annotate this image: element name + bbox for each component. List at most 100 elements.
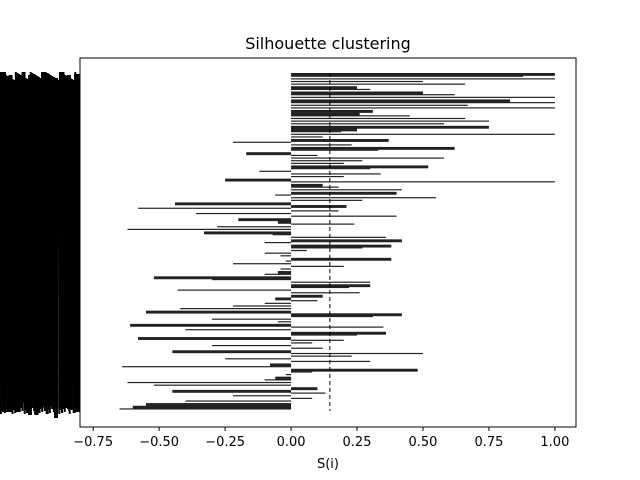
chart-title: Silhouette clustering xyxy=(245,34,411,53)
x-tick-label: −0.25 xyxy=(205,435,245,450)
silhouette-bar xyxy=(291,313,402,317)
silhouette-bar xyxy=(291,223,355,225)
y-tick-label-block xyxy=(34,78,39,415)
silhouette-bar xyxy=(291,197,437,199)
silhouette-bar xyxy=(291,91,423,95)
silhouette-bar xyxy=(291,183,323,187)
y-tick-label-stroke xyxy=(63,74,67,413)
silhouette-bar xyxy=(172,389,292,393)
silhouette-bar xyxy=(291,342,313,344)
silhouette-bar xyxy=(291,173,381,175)
silhouette-bar xyxy=(211,318,292,320)
silhouette-bar xyxy=(272,234,292,236)
silhouette-bar xyxy=(180,308,292,310)
silhouette-bar xyxy=(291,136,323,138)
silhouette-bar xyxy=(280,268,292,270)
silhouette-bar xyxy=(291,144,352,146)
silhouette-bar xyxy=(291,115,410,117)
y-tick-label-block xyxy=(41,72,45,406)
plot-frame xyxy=(79,57,577,428)
silhouette-bar xyxy=(275,297,292,301)
silhouette-bar xyxy=(275,376,292,380)
silhouette-bar xyxy=(130,323,292,327)
y-tick-label-stroke xyxy=(43,71,47,412)
silhouette-bar xyxy=(291,347,323,349)
silhouette-bar xyxy=(264,273,292,275)
silhouette-bar xyxy=(291,117,466,120)
silhouette-bar xyxy=(233,305,292,307)
silhouette-bar xyxy=(291,99,511,103)
silhouette-bar xyxy=(291,107,555,109)
silhouette-bar xyxy=(291,286,350,289)
silhouette-bar xyxy=(233,263,292,265)
silhouette-bar xyxy=(291,181,555,183)
silhouette-bar xyxy=(185,400,292,402)
silhouette-bar xyxy=(291,189,402,191)
silhouette-bar xyxy=(127,381,292,384)
silhouette-bar xyxy=(291,165,429,169)
y-tick-label-stroke xyxy=(58,71,62,411)
y-tick-label-block xyxy=(21,72,26,403)
silhouette-bar xyxy=(225,358,292,360)
silhouette-bar xyxy=(291,352,423,355)
silhouette-bar xyxy=(264,302,292,304)
silhouette-bar xyxy=(264,242,292,244)
silhouette-bar xyxy=(291,109,373,113)
silhouette-bar xyxy=(291,392,326,394)
silhouette-bar xyxy=(291,339,344,341)
silhouette-bar xyxy=(291,73,555,76)
y-tick-marks xyxy=(74,74,80,412)
silhouette-bar xyxy=(285,374,292,376)
silhouette-bar xyxy=(145,310,292,314)
silhouette-bar xyxy=(246,152,292,156)
silhouette-bar xyxy=(264,252,292,254)
silhouette-bar xyxy=(211,278,292,281)
silhouette-bar xyxy=(204,231,292,235)
silhouette-bar xyxy=(291,160,363,162)
silhouette-bar xyxy=(291,80,423,83)
y-tick-label-block xyxy=(60,72,65,409)
x-tick-label: 0.50 xyxy=(409,435,438,450)
y-tick-label-block xyxy=(28,75,32,415)
silhouette-bar xyxy=(225,178,292,182)
silhouette-bar xyxy=(275,194,292,196)
silhouette-bar xyxy=(132,405,292,409)
silhouette-bar xyxy=(291,86,358,90)
silhouette-bar xyxy=(127,228,292,230)
silhouette-bar xyxy=(211,344,292,347)
silhouette-bar xyxy=(291,104,468,106)
silhouette-bar xyxy=(217,226,292,228)
silhouette-bar xyxy=(291,149,379,151)
silhouette-bar xyxy=(291,154,318,157)
silhouette-bar xyxy=(233,141,292,143)
silhouette-bar xyxy=(291,146,455,150)
silhouette-bars xyxy=(119,73,555,410)
silhouette-bar xyxy=(153,276,292,280)
silhouette-bar xyxy=(291,205,347,208)
silhouette-bar xyxy=(291,78,555,80)
x-tick-label: −0.75 xyxy=(73,435,113,450)
x-tick-label: −0.50 xyxy=(139,435,179,450)
silhouette-bar xyxy=(291,120,489,122)
y-tick-label-block xyxy=(67,75,71,409)
silhouette-bar xyxy=(277,220,292,224)
silhouette-bar xyxy=(291,249,307,252)
silhouette-bar xyxy=(291,239,402,243)
silhouette-bar xyxy=(291,94,455,96)
silhouette-bar xyxy=(291,326,384,328)
silhouette-bar xyxy=(291,360,371,363)
silhouette-bar xyxy=(291,397,313,399)
silhouette-bar xyxy=(153,384,292,386)
silhouette-bar xyxy=(291,131,342,133)
silhouette-bar xyxy=(277,321,292,323)
silhouette-bar xyxy=(291,186,339,188)
silhouette-bar xyxy=(291,284,371,288)
silhouette-bar xyxy=(291,128,358,132)
silhouette-bar xyxy=(291,191,397,195)
x-axis-ticks: −0.75 −0.50 −0.25 0.00 0.25 0.50 0.75 1.00 xyxy=(73,427,569,450)
silhouette-bar xyxy=(291,96,555,98)
x-tick-label: 1.00 xyxy=(540,435,569,450)
silhouette-bar xyxy=(291,265,344,267)
silhouette-bar xyxy=(291,133,555,135)
